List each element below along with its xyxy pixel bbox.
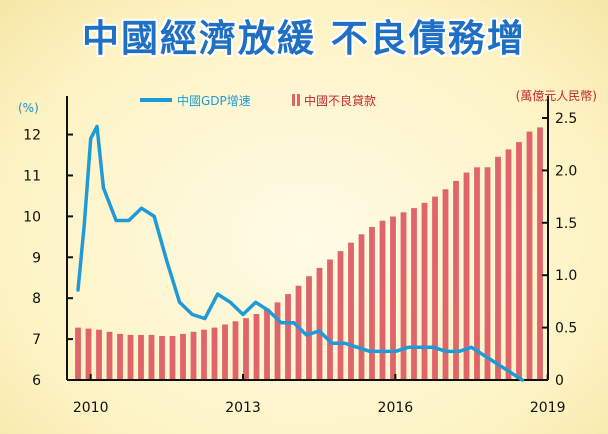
left-tick-label: 10 <box>23 209 41 225</box>
npl-bar <box>505 149 512 380</box>
npl-bar <box>348 242 354 380</box>
npl-bar <box>222 324 228 380</box>
npl-bar <box>75 327 81 380</box>
npl-bar <box>453 180 459 380</box>
right-tick-label: 2.0 <box>555 163 577 179</box>
x-tick-label: 2010 <box>73 400 109 416</box>
legend-bar-swatch <box>297 94 300 106</box>
left-tick-label: 12 <box>23 128 41 144</box>
legend-line-label: 中國GDP增速 <box>177 93 251 108</box>
npl-bar <box>232 321 239 380</box>
npl-bar <box>85 328 92 380</box>
npl-bar <box>432 196 438 380</box>
npl-bar <box>537 127 543 381</box>
npl-bar <box>127 334 134 380</box>
npl-bar <box>138 334 144 380</box>
x-tick-label: 2019 <box>530 400 566 416</box>
npl-bar <box>484 167 491 380</box>
npl-bar <box>96 329 102 380</box>
npl-bar <box>159 336 165 380</box>
npl-bar <box>516 142 522 380</box>
npl-bar <box>337 251 344 380</box>
right-axis-unit: (萬億元人民幣) <box>516 89 597 103</box>
npl-bar <box>243 318 249 380</box>
left-tick-label: 7 <box>32 332 41 348</box>
x-tick-label: 2016 <box>378 400 414 416</box>
npl-bar <box>180 333 186 380</box>
npl-bar <box>117 333 123 380</box>
left-tick-label: 11 <box>23 168 41 184</box>
npl-bar <box>495 156 501 380</box>
npl-bar <box>411 208 417 380</box>
left-tick-label: 9 <box>32 250 41 266</box>
gdp-growth-line <box>76 124 525 382</box>
npl-bar <box>369 227 375 380</box>
npl-bar <box>148 334 155 380</box>
legend-bar-swatch <box>292 94 295 106</box>
npl-bar <box>463 172 470 380</box>
npl-bar <box>379 220 386 380</box>
left-tick-label: 8 <box>32 291 41 307</box>
right-tick-label: 2.5 <box>555 111 577 127</box>
right-tick-label: 1.5 <box>555 216 577 232</box>
npl-bar <box>327 259 333 380</box>
x-tick-label: 2013 <box>225 400 261 416</box>
chart-title: 中國經濟放緩 不良債務增 <box>82 17 526 60</box>
right-tick-label: 0 <box>555 373 564 389</box>
npl-bar <box>253 314 260 380</box>
npl-bar <box>285 294 291 380</box>
npl-bar <box>474 167 480 380</box>
npl-bar <box>400 212 407 380</box>
npl-bar <box>190 331 197 380</box>
left-axis-unit: (%) <box>18 101 39 115</box>
npl-bar <box>295 285 302 380</box>
legend-bar-label: 中國不良貸款 <box>304 93 376 108</box>
npl-bar <box>106 331 113 380</box>
npl-bar <box>211 327 218 380</box>
npl-bar <box>421 202 428 380</box>
npl-bar <box>306 276 312 380</box>
npl-bar <box>526 131 533 380</box>
npl-bar <box>358 234 365 380</box>
npl-bar <box>169 336 176 380</box>
npl-bar <box>274 302 281 380</box>
npl-bar <box>316 267 323 380</box>
right-tick-label: 1.0 <box>555 268 577 284</box>
npl-bar <box>442 189 449 380</box>
npl-bar <box>201 329 207 380</box>
npl-bar <box>390 216 396 380</box>
left-tick-label: 6 <box>32 373 41 389</box>
right-tick-label: 0.5 <box>555 321 577 337</box>
npl-bar <box>264 308 270 380</box>
